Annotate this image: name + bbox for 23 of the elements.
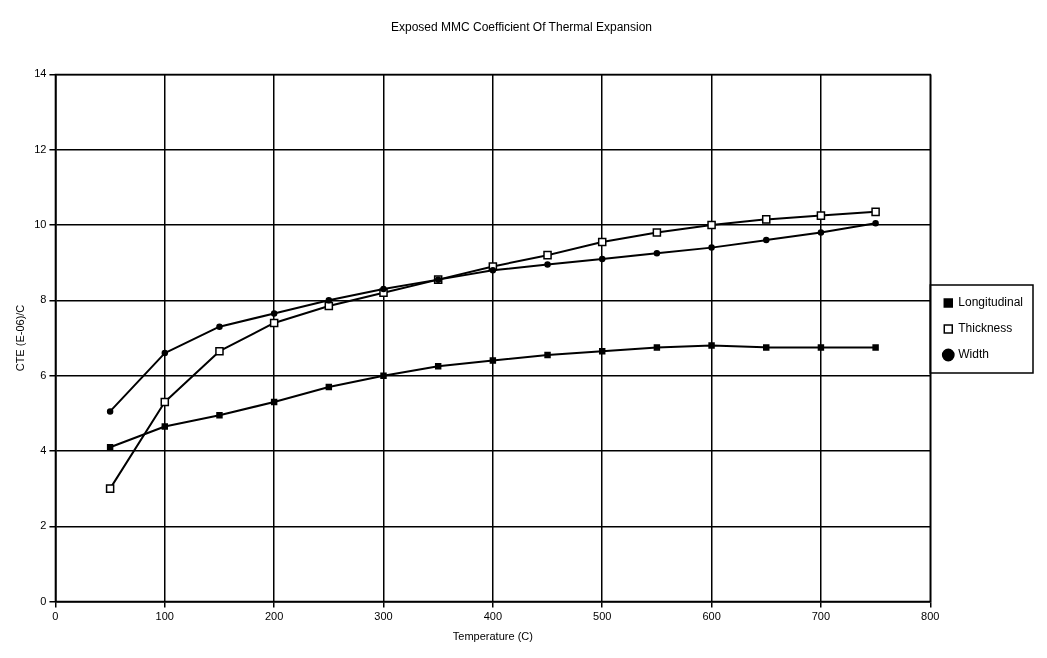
x-tick-label: 400 (483, 610, 503, 623)
x-tick-label: 300 (374, 610, 393, 623)
y-tick-label: 0 (40, 594, 47, 607)
y-tick-label: 4 (40, 444, 47, 456)
y-tick-label: 14 (34, 67, 47, 80)
x-tick-label: 700 (811, 610, 831, 623)
x-tick-label: 100 (155, 610, 174, 623)
legend-label: Width (958, 347, 989, 362)
y-tick-label: 2 (40, 519, 47, 532)
y-tick-label: 6 (40, 368, 47, 381)
x-tick-label: 600 (702, 610, 721, 623)
chart-title: Exposed MMC Coefficient Of Thermal Expansion (390, 19, 653, 34)
legend-label: Longitudinal (958, 295, 1024, 310)
x-axis-title: Temperature (C) (452, 630, 533, 643)
x-tick-label: 800 (921, 610, 940, 623)
y-tick-label: 12 (34, 142, 47, 155)
y-axis-title: CTE (E-06)/C (13, 304, 26, 372)
y-tick-label: 10 (34, 218, 47, 231)
x-tick-label: 500 (593, 610, 612, 623)
x-tick-label: 0 (52, 610, 59, 623)
x-tick-label: 200 (264, 610, 284, 623)
y-tick-label: 8 (40, 293, 47, 306)
legend-label: Thickness (958, 321, 1013, 336)
